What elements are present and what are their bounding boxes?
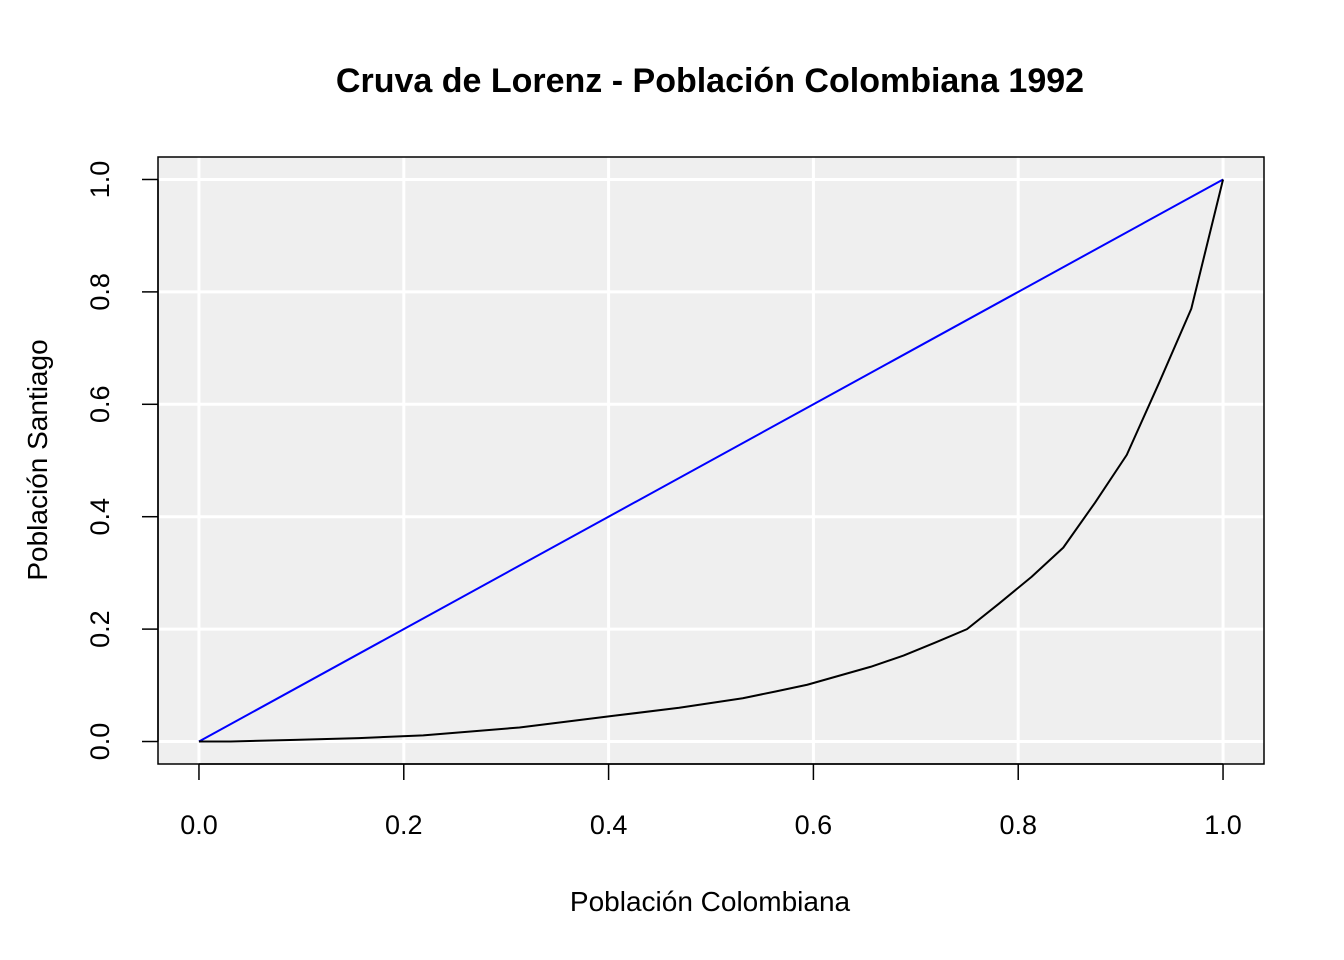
x-tick-label: 0.8	[999, 810, 1037, 840]
x-tick-label: 0.0	[180, 810, 218, 840]
y-tick-label: 0.6	[85, 386, 115, 424]
lorenz-curve	[198, 179, 1225, 743]
y-tick-label: 0.0	[85, 723, 115, 761]
x-axis-label: Población Colombiana	[570, 886, 851, 917]
y-tick-label: 1.0	[85, 161, 115, 199]
grid	[158, 157, 1264, 764]
x-tick-label: 0.2	[385, 810, 423, 840]
y-axis-label: Población Santiago	[22, 339, 53, 580]
equality-line	[198, 178, 1224, 743]
x-tick-label: 1.0	[1204, 810, 1242, 840]
y-tick-label: 0.2	[85, 610, 115, 648]
chart-title: Cruva de Lorenz - Población Colombiana 1…	[336, 62, 1084, 100]
y-axis: 0.0 0.2 0.4 0.6 0.8 1.0	[85, 161, 159, 761]
x-tick-label: 0.6	[795, 810, 833, 840]
x-axis: 0.0 0.2 0.4 0.6 0.8 1.0	[180, 763, 1242, 840]
y-tick-label: 0.8	[85, 273, 115, 311]
series-group	[198, 178, 1225, 743]
y-tick-label: 0.4	[85, 498, 115, 536]
x-tick-label: 0.4	[590, 810, 628, 840]
